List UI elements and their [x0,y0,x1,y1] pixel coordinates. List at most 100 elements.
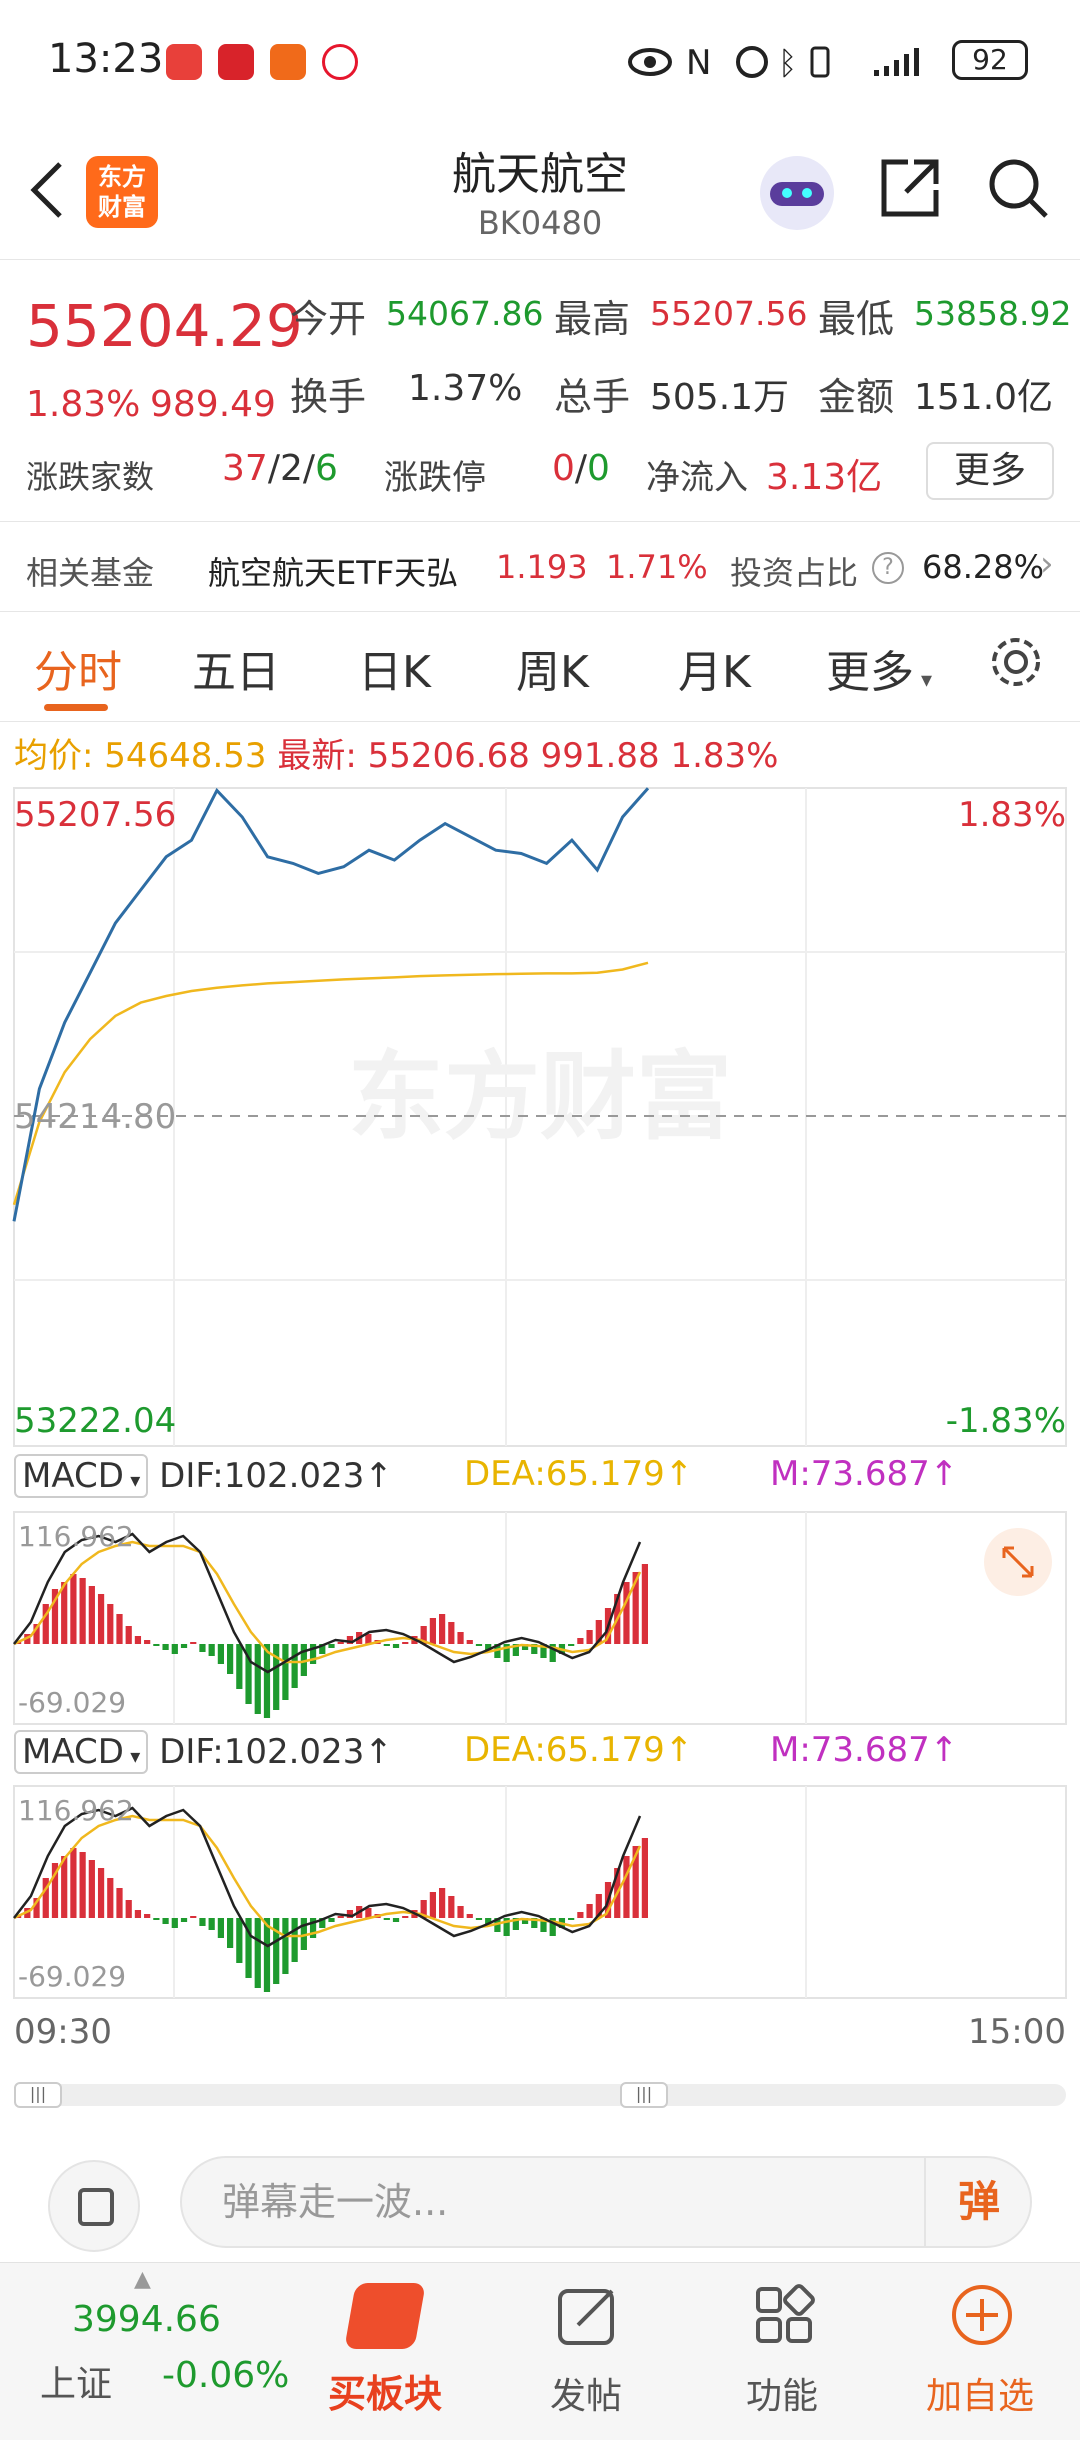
y-mid-label: 54214.80 [14,1097,176,1137]
nav-buy-sector[interactable]: 买板块 [306,2263,466,2441]
macd-bar-2-24 [236,1918,243,1963]
macd-bar-1-14 [144,1640,151,1644]
macd-bar-1-61 [577,1638,584,1644]
limit-counts: 0/0 [552,448,610,489]
chevron-right-icon[interactable]: › [1040,544,1054,584]
ratio-value: 68.28% [922,548,1045,586]
danmu-bar: 弹幕走一波... 弹 [0,2120,1080,2260]
macd-bar-1-5 [61,1582,68,1644]
bottom-nav: ▲ 3994.66 上证 -0.06% 买板块 发帖 功能 加自选 [0,2262,1080,2440]
macd-bar-1-56 [531,1644,538,1654]
macd-bar-2-51 [485,1918,492,1926]
price-line [12,787,650,1222]
settings-icon[interactable] [988,634,1044,690]
tab-five-day[interactable]: 五日 [192,647,280,698]
nav-add-watchlist[interactable]: 加自选 [900,2263,1060,2441]
quote-panel: 55204.29 1.83% 989.49 今开 54067.86 最高 552… [0,262,1080,522]
share-icon[interactable] [878,156,942,220]
macd-indicator-select-1[interactable]: MACD ▾ [14,1454,149,1498]
macd-bar-1-47 [448,1622,455,1644]
robot-assistant-icon[interactable] [760,156,834,230]
intraday-chart[interactable]: 东方财富 55207.56 1.83% 54214.80 53222.04 -1… [0,780,1080,2010]
y-min-label: 53222.04 [14,1401,176,1441]
macd-bar-2-23 [227,1918,234,1948]
macd-bar-2-18 [180,1918,188,1922]
flat-count: 2 [279,448,303,489]
nav-functions[interactable]: 功能 [702,2263,862,2441]
up-count: 37 [222,448,268,489]
macd-bar-1-48 [457,1632,464,1644]
macd-bar-2-61 [577,1912,584,1918]
nav-post[interactable]: 发帖 [506,2263,666,2441]
danmu-toggle-button[interactable]: 弹 [924,2156,1032,2248]
dea-value-1: DEA:65.179↑ [464,1454,694,1494]
macd-bar-2-55 [521,1918,529,1924]
macd-bar-1-20 [199,1644,206,1652]
macd-panel-2: 116.962 -69.029 [13,1785,1067,1999]
danmu-settings-icon[interactable] [48,2160,140,2252]
amount-value: 151.0亿 [914,377,1054,418]
macd-bar-2-20 [199,1918,206,1926]
eastmoney-logo: 东方 财富 [86,156,158,228]
macd-bar-2-31 [300,1918,307,1950]
macd-indicator-select-2[interactable]: MACD ▾ [14,1730,149,1774]
macd-bar-1-57 [540,1644,547,1658]
more-button[interactable]: 更多 [926,442,1054,500]
nav-post-label: 发帖 [549,2376,622,2417]
battery-indicator: 92 [952,40,1028,80]
high-value: 55207.56 [650,294,808,333]
related-fund-row[interactable]: 相关基金 航空航天ETF天弘 1.193 1.71% 投资占比 ? 68.28%… [0,522,1080,612]
macd-min-label-2: -69.029 [18,1960,126,1993]
macd-bar-1-25 [245,1644,252,1704]
macd-bar-2-25 [245,1918,252,1978]
macd-bar-1-33 [319,1644,326,1654]
turnover-value: 1.37% [408,368,523,409]
macd-bar-1-29 [282,1644,289,1700]
search-icon[interactable] [986,156,1050,220]
tab-more[interactable]: 更多 ▾ [826,636,932,700]
macd-bar-2-57 [540,1918,547,1932]
danmu-input[interactable]: 弹幕走一波... [180,2156,1032,2248]
macd-bar-1-46 [439,1614,446,1644]
tab-monthly-k[interactable]: 月K [678,647,751,698]
macd-bar-2-11 [116,1888,123,1918]
open-value: 54067.86 [386,294,544,333]
limit-down-count: 0 [587,448,610,489]
range-left-handle[interactable]: ||| [14,2082,62,2108]
macd-bar-1-68 [641,1564,648,1644]
macd-bar-2-13 [134,1910,142,1918]
help-icon[interactable]: ? [872,552,904,584]
macd-bar-2-41 [392,1918,400,1922]
status-time: 13:23 [48,36,164,82]
macd-dif-line-1 [13,1532,642,1674]
status-bar: 13:23 N ᛒ 92 [0,0,1080,120]
macd-bar-2-54 [512,1918,519,1930]
latest-change: 991.88 [540,736,660,776]
macd-bar-2-5 [61,1856,68,1918]
macd-bar-1-38 [365,1634,372,1644]
macd-bar-1-45 [429,1618,436,1644]
macd-bar-2-34 [328,1918,335,1922]
macd-bar-2-62 [586,1904,593,1918]
svg-text:ᛒ: ᛒ [778,44,797,82]
back-icon[interactable] [24,158,68,222]
macd-bar-1-30 [291,1644,298,1688]
range-slider-track[interactable] [14,2084,1066,2106]
open-label: 今开 [290,297,367,341]
fund-name[interactable]: 航空航天ETF天弘 [208,554,459,592]
macd-bar-2-60 [568,1918,575,1920]
ratio-label: 投资占比 [730,554,859,592]
macd-bar-2-67 [632,1846,639,1918]
macd-bar-1-19 [190,1642,197,1644]
range-right-handle[interactable]: ||| [620,2082,668,2108]
tab-daily-k[interactable]: 日K [358,647,431,698]
macd-bar-1-49 [466,1640,473,1644]
page-title: 航天航空 [452,149,628,200]
plane-app-icon [270,44,306,80]
macd-bar-2-50 [475,1918,483,1920]
tab-weekly-k[interactable]: 周K [516,647,589,698]
high-label: 最高 [554,297,631,341]
index-ticker[interactable]: ▲ 3994.66 上证 -0.06% [0,2263,300,2441]
tab-intraday[interactable]: 分时 [34,647,122,698]
grid-apps-icon [756,2284,815,2343]
